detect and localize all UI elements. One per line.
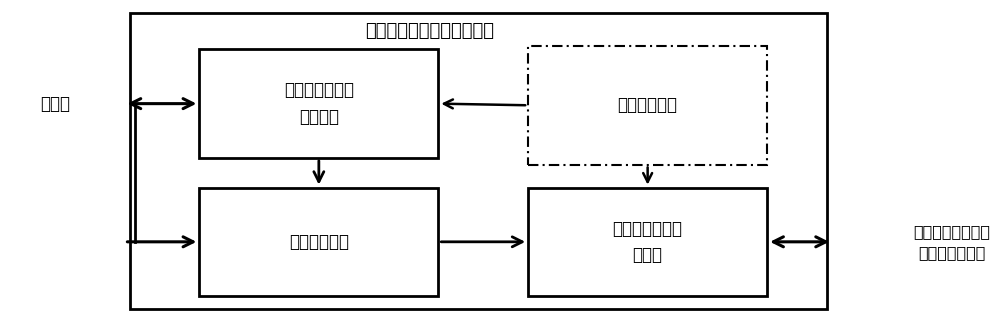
Text: 用户身份证信息
获取模块: 用户身份证信息 获取模块: [284, 82, 354, 126]
Text: 用户指定模块: 用户指定模块: [618, 96, 678, 114]
Bar: [528, 188, 767, 296]
Text: 网络爬虫模块: 网络爬虫模块: [289, 233, 349, 251]
Bar: [130, 13, 827, 309]
Text: 生物特征信息识
别模块: 生物特征信息识 别模块: [613, 220, 683, 264]
Text: 用户生物特征信息
自动更新数据库: 用户生物特征信息 自动更新数据库: [913, 224, 990, 260]
Bar: [199, 49, 438, 158]
Text: 自动更新数据库更新服务器: 自动更新数据库更新服务器: [365, 22, 494, 40]
Text: 互联网: 互联网: [40, 95, 70, 113]
Bar: [528, 46, 767, 164]
Bar: [199, 188, 438, 296]
